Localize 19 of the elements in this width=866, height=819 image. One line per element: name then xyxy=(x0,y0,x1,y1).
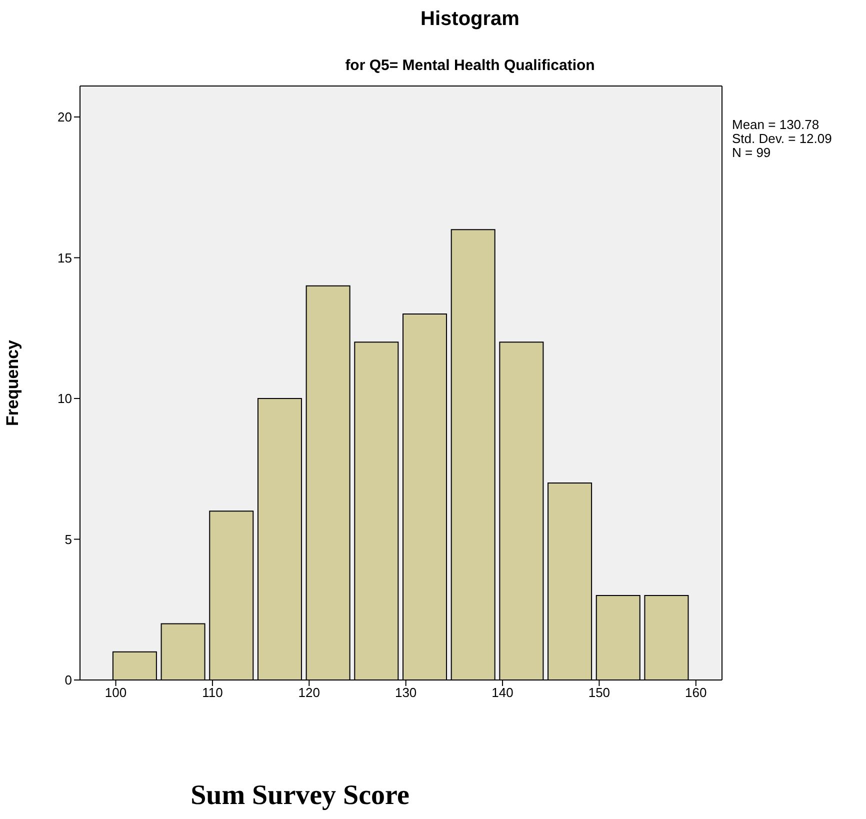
x-tick-label: 110 xyxy=(202,685,223,700)
y-tick-label: 0 xyxy=(64,672,72,688)
y-tick-label: 15 xyxy=(58,250,72,266)
y-tick-label: 10 xyxy=(58,391,72,406)
text: Mean = 130.78 xyxy=(732,117,820,132)
x-tick-label: 160 xyxy=(685,685,707,700)
x-tick-label: 140 xyxy=(492,685,514,700)
y-axis-title: Frequency xyxy=(3,339,22,426)
x-tick-label: 130 xyxy=(394,685,417,700)
x-tick-label: 120 xyxy=(298,685,320,700)
text: Std. Dev. = 12.09 xyxy=(732,131,832,146)
y-tick-label: 20 xyxy=(58,110,72,125)
chart-title: Histogram xyxy=(420,8,520,31)
x-axis-title: Sum Survey Score xyxy=(190,780,410,812)
y-tick-label: 5 xyxy=(64,532,72,547)
x-tick-label: 150 xyxy=(588,685,610,700)
chart-subtitle: for Q5= Mental Health Qualification xyxy=(344,57,596,74)
text: N = 99 xyxy=(732,145,772,160)
x-tick-label: 100 xyxy=(104,685,127,700)
